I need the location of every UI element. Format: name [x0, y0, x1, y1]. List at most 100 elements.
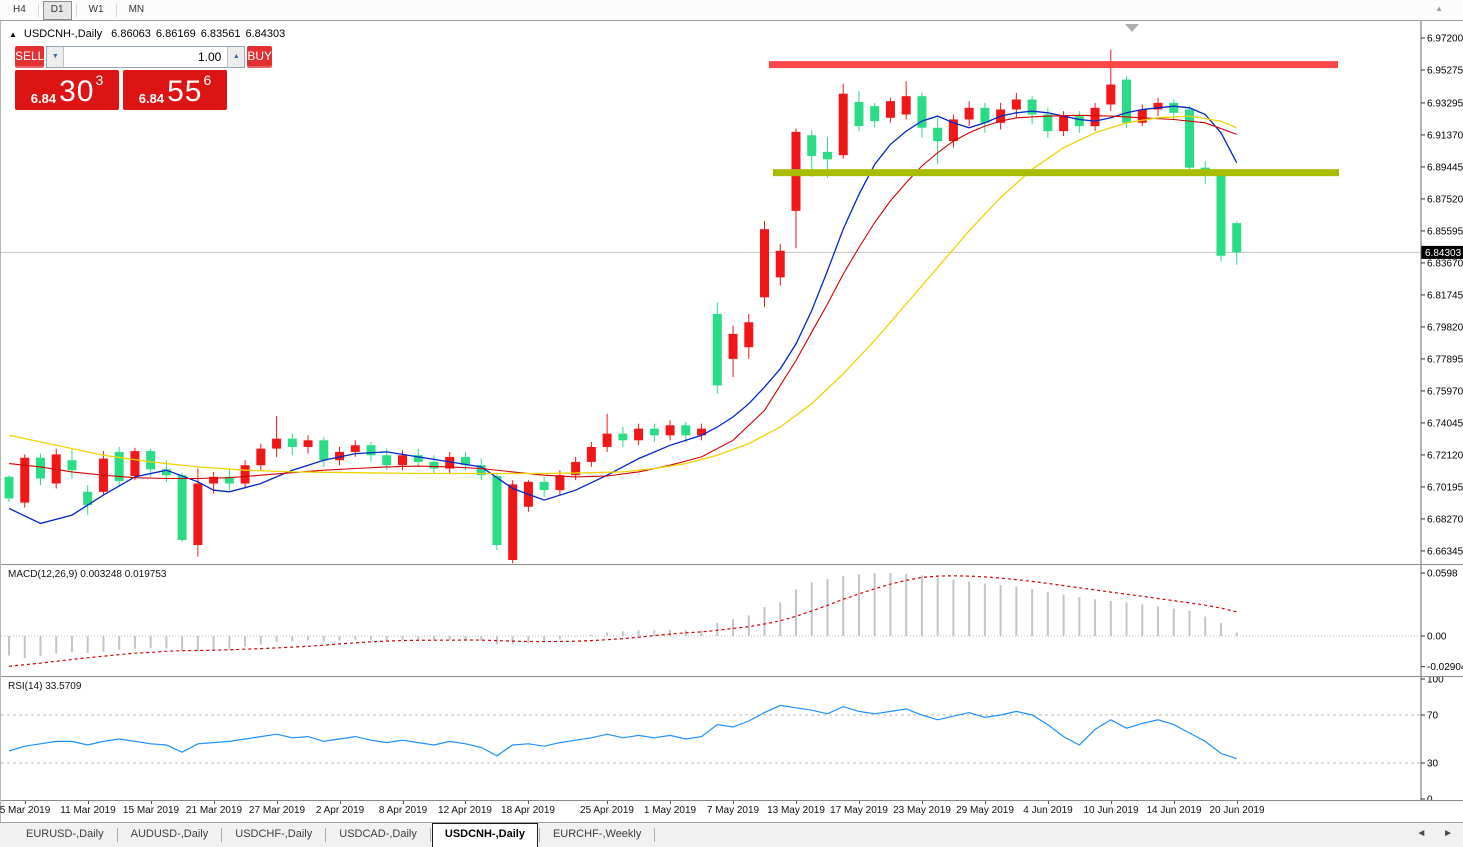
rsi-label: RSI(14) 33.5709 — [8, 681, 82, 692]
tab-scroll-left-icon[interactable]: ◄ — [1416, 828, 1427, 839]
sell-price-tile[interactable]: 6.84 30 3 — [15, 70, 119, 110]
tab-separator — [429, 828, 431, 842]
time-axis-tick — [922, 801, 923, 804]
time-axis-tick — [733, 801, 734, 804]
chart-tab-usdchf-daily[interactable]: USDCHF-,Daily — [235, 828, 313, 840]
toolbar-separator — [115, 3, 117, 17]
time-axis-label: 21 Mar 2019 — [185, 805, 243, 816]
timeframe-button-w1[interactable]: W1 — [88, 3, 104, 15]
time-axis[interactable]: 5 Mar 2019 11 Mar 2019 15 Mar 2019 21 Mar 2… — [0, 800, 1463, 822]
time-axis-label: 25 Apr 2019 — [580, 805, 634, 816]
time-axis-label: 17 May 2019 — [830, 805, 888, 816]
toolbar-separator — [37, 3, 39, 17]
sell-button[interactable]: SELL — [15, 46, 45, 68]
time-axis-tick — [528, 801, 529, 804]
price-axis-label: 6.81745 — [1427, 290, 1463, 301]
buy-price-sup: 6 — [203, 72, 212, 88]
tab-separator — [538, 828, 540, 842]
ohlc-close: 6.84303 — [245, 28, 286, 40]
time-axis-label: 10 Jun 2019 — [1083, 805, 1139, 816]
time-axis-label: 27 Mar 2019 — [248, 805, 306, 816]
moving-averages-layer — [8, 105, 1238, 525]
buy-button[interactable]: BUY — [247, 46, 273, 68]
volume-input[interactable] — [64, 47, 228, 67]
macd-histogram-layer — [8, 572, 1238, 659]
collapse-triangle-icon[interactable]: ▲ — [9, 29, 17, 39]
rsi-axis-label: 100 — [1427, 676, 1444, 686]
macd-indicator-pane[interactable]: 0.0598 0.00 -0.029049 — [1, 564, 1463, 676]
timeframe-button-d1[interactable]: D1 — [42, 0, 72, 20]
ohlc-open: 6.86063 — [111, 28, 151, 40]
resistance-line[interactable] — [769, 61, 1338, 69]
current-price-tag — [1421, 245, 1463, 259]
support-line[interactable] — [773, 169, 1339, 177]
time-axis-label: 1 May 2019 — [643, 805, 697, 816]
time-axis-tick — [859, 801, 860, 804]
tab-separator — [221, 828, 223, 842]
sell-price-small: 6.84 — [30, 91, 57, 106]
time-axis-tick — [796, 801, 797, 804]
toolbar-overflow-icon[interactable]: ▲ — [1435, 4, 1443, 13]
chart-tab-audusd-daily[interactable]: AUDUSD-,Daily — [130, 828, 209, 840]
time-axis-tick — [1111, 801, 1112, 804]
buy-price-tile[interactable]: 6.84 55 6 — [123, 70, 227, 110]
chart-window: 6.97200 6.95275 6.93295 6.91370 6.89445 6.875… — [0, 21, 1463, 822]
macd-axis[interactable]: 0.0598 0.00 -0.029049 — [1420, 565, 1463, 676]
ohlc-high: 6.86169 — [155, 28, 196, 40]
time-axis-label: 2 Apr 2019 — [315, 805, 365, 816]
macd-signal-line — [8, 575, 1237, 667]
timeframe-button-h4[interactable]: H4 — [13, 3, 26, 15]
volume-decrease-icon[interactable]: ▼ — [47, 47, 65, 67]
tab-scroll-arrows: ◄ ► — [1402, 828, 1453, 839]
rsi-axis[interactable]: 100 70 30 0 — [1420, 676, 1444, 801]
chart-tab-usdcad-daily[interactable]: USDCAD-,Daily — [339, 828, 417, 840]
time-axis-label: 12 Apr 2019 — [438, 805, 492, 816]
time-axis-tick — [340, 801, 341, 804]
one-click-trade-panel: SELL ▼ ▲ BUY 6.84 30 3 6.84 55 6 — [15, 46, 273, 110]
rsi-axis-label: 70 — [1427, 711, 1439, 722]
price-axis-label: 6.91370 — [1427, 130, 1463, 141]
tab-separator — [654, 828, 656, 842]
price-axis-label: 6.75970 — [1427, 386, 1463, 397]
time-axis-label: 7 May 2019 — [706, 805, 760, 816]
timeframe-button-mn[interactable]: MN — [128, 3, 145, 15]
rsi-axis-label: 0 — [1427, 795, 1433, 801]
time-axis-label: 29 May 2019 — [956, 805, 1014, 816]
price-axis-label: 6.89445 — [1427, 162, 1463, 173]
price-axis-label: 6.74045 — [1427, 418, 1463, 429]
price-axis[interactable]: 6.97200 6.95275 6.93295 6.91370 6.89445 6.875… — [1420, 21, 1463, 564]
buy-price-small: 6.84 — [138, 91, 165, 106]
price-axis-label: 6.87520 — [1427, 194, 1463, 205]
time-axis-label: 20 Jun 2019 — [1209, 805, 1265, 816]
price-axis-label: 6.85595 — [1427, 226, 1463, 237]
tab-scroll-right-icon[interactable]: ► — [1443, 828, 1453, 839]
candles-layer — [4, 49, 1242, 564]
time-axis-tick — [1048, 801, 1049, 804]
main-price-pane[interactable]: 6.97200 6.95275 6.93295 6.91370 6.89445 6.875… — [1, 21, 1463, 564]
rsi-indicator-pane[interactable]: 100 70 30 0 — [1, 676, 1463, 800]
time-axis-label: 18 Apr 2019 — [501, 805, 555, 816]
time-axis-tick — [88, 801, 89, 804]
symbol-title: USDCNH-,Daily — [23, 28, 103, 40]
time-axis-label: 13 May 2019 — [767, 805, 825, 816]
chart-shift-marker-icon[interactable] — [1125, 24, 1139, 32]
time-axis-tick — [1174, 801, 1175, 804]
ohlc-low: 6.83561 — [200, 28, 241, 40]
chart-tab-eurusd-daily[interactable]: EURUSD-,Daily — [26, 828, 104, 840]
sell-price-sup: 3 — [95, 72, 104, 88]
time-axis-label: 14 Jun 2019 — [1146, 805, 1202, 816]
volume-increase-icon[interactable]: ▲ — [227, 47, 245, 67]
macd-axis-label: 0.0598 — [1427, 568, 1458, 579]
slow-ma-yellow — [8, 115, 1237, 475]
chart-tab-usdcnh-daily[interactable]: USDCNH-,Daily — [431, 823, 538, 847]
macd-label: MACD(12,26,9) 0.003248 0.019753 — [8, 569, 167, 580]
price-axis-label: 6.77895 — [1427, 354, 1463, 365]
buy-price-big: 55 — [167, 75, 203, 108]
time-axis-tick — [277, 801, 278, 804]
tab-separator — [325, 828, 327, 842]
chart-tab-bar: EURUSD-,Daily AUDUSD-,Daily USDCHF-,Daily U… — [0, 822, 1463, 847]
time-axis-tick — [25, 801, 26, 804]
fast-ma-blue — [8, 105, 1238, 525]
chart-tab-eurchf-weekly[interactable]: EURCHF-,Weekly — [552, 828, 642, 840]
